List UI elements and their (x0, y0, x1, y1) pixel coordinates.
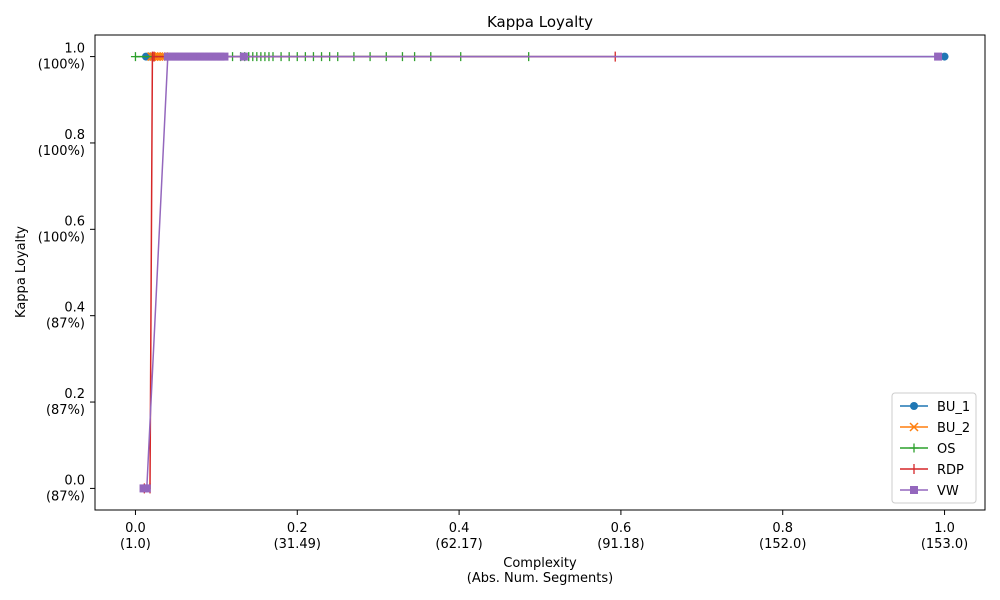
y-tick-label: 1.0 (64, 42, 85, 57)
x-tick-label: 0.2 (287, 521, 308, 536)
axes-frame (94, 34, 986, 511)
x-tick-label: (91.18) (597, 537, 644, 552)
y-tick-label: (87%) (46, 489, 85, 504)
legend-marker (910, 486, 918, 494)
legend-entry: BU_1 (900, 400, 970, 415)
data-point (940, 52, 949, 61)
y-tick-label: 0.2 (64, 387, 85, 402)
y-tick-label: (100%) (38, 144, 85, 159)
data-point (180, 52, 188, 61)
data-point (208, 52, 217, 61)
x-tick-label: 0.8 (772, 521, 793, 536)
legend-label: VW (937, 484, 959, 499)
x-tick-label: (31.49) (274, 537, 321, 552)
data-point (934, 52, 943, 61)
data-point (167, 52, 176, 61)
y-tick-label: (100%) (38, 230, 85, 245)
legend-marker (910, 402, 918, 410)
legend-entry: OS (900, 442, 955, 457)
y-tick-label: (87%) (46, 403, 85, 418)
data-point (196, 52, 205, 61)
legend-marker (909, 443, 919, 453)
y-tick-label: 0.6 (64, 214, 85, 229)
legend-box (891, 392, 977, 504)
x-tick-label: 1.0 (934, 521, 955, 536)
x-tick-label: 0.0 (125, 521, 146, 536)
legend-label: BU_2 (937, 421, 970, 436)
x-tick-label: 0.6 (611, 521, 632, 536)
data-point (163, 52, 172, 61)
legend-label: RDP (937, 463, 964, 478)
legend-marker (909, 422, 919, 432)
legend-label: BU_1 (937, 400, 970, 415)
series-vw (139, 52, 943, 493)
y-tick-label: 0.0 (64, 473, 85, 488)
data-point (171, 52, 180, 61)
legend-entry: VW (900, 484, 959, 499)
data-point (175, 52, 184, 61)
y-tick-label: (100%) (38, 58, 85, 73)
data-point (142, 484, 151, 493)
chart-title: Kappa Loyalty (487, 13, 593, 31)
x-tick-label: (152.0) (759, 537, 806, 552)
data-point (204, 52, 213, 61)
x-tick-label: (153.0) (921, 537, 968, 552)
data-point (220, 52, 229, 61)
data-point (212, 52, 221, 61)
data-point (200, 52, 209, 61)
y-tick-label: 0.4 (64, 301, 85, 316)
x-tick-label: (1.0) (120, 537, 151, 552)
data-point (239, 52, 248, 61)
legend-label: OS (937, 442, 955, 457)
legend-entry: RDP (900, 463, 964, 478)
legend: BU_1 BU_2 OS RDP VW (891, 392, 977, 504)
y-tick-label: 0.8 (64, 128, 85, 143)
y-axis-label: Kappa Loyalty (14, 226, 29, 318)
data-point (130, 52, 140, 62)
legend-entry: BU_2 (900, 421, 970, 436)
data-point (184, 52, 193, 61)
data-point (192, 52, 201, 61)
plot-area: 0.0(1.0)0.2(31.49)0.4(62.17)0.6(91.18)0.… (38, 34, 986, 552)
y-tick-label: (87%) (46, 317, 85, 332)
x-tick-label: 0.4 (449, 521, 470, 536)
x-tick-label: (62.17) (435, 537, 482, 552)
x-axis-label-line-1: Complexity (503, 556, 577, 571)
x-axis-label-line-2: (Abs. Num. Segments) (467, 571, 614, 586)
data-point (216, 52, 225, 61)
data-point (188, 52, 197, 61)
